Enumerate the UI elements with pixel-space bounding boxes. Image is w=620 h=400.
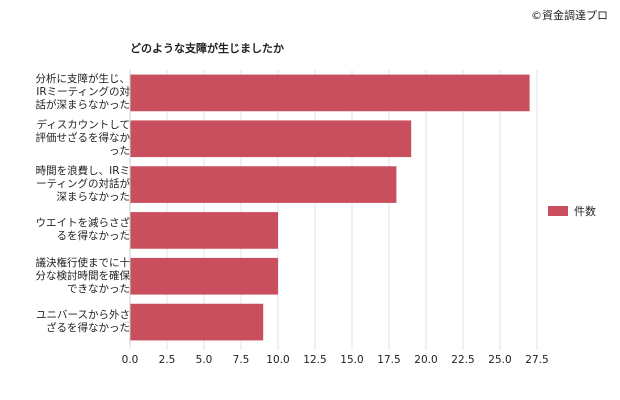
copyright-text: ©資金調達プロ xyxy=(531,9,608,22)
y-category-label: 議決権行使までに十 分な検討時間を確保 できなかった xyxy=(12,256,131,296)
chart-title: どのような支障が生じましたか xyxy=(130,42,284,55)
y-category-label: ウエイトを減らさざ るを得なかった xyxy=(12,217,131,243)
y-category-label-line: ディスカウントして xyxy=(36,119,130,132)
bar xyxy=(130,303,264,341)
x-tick-label: 15.0 xyxy=(340,354,363,366)
legend-label: 件数 xyxy=(574,205,596,218)
y-category-label-line: 話が深まらなかった xyxy=(35,99,131,112)
y-category-label-line: ざるを得なかった xyxy=(46,322,130,335)
y-category-label-line: るを得なかった xyxy=(56,230,131,243)
y-category-label-line: 深まらなかった xyxy=(56,191,131,204)
bar xyxy=(130,166,397,203)
x-tick-label: 27.5 xyxy=(525,354,548,366)
y-category-label: ディスカウントして 評価せざるを得なか った xyxy=(12,119,131,158)
x-tick-label: 10.0 xyxy=(266,354,289,366)
y-category-label-line: IRミーティングの対 xyxy=(36,86,130,99)
legend-swatch xyxy=(548,206,568,216)
y-category-label: ユニバースから外さ ざるを得なかった xyxy=(12,309,130,335)
y-category-label-line: 議決権行使までに十 xyxy=(35,256,131,269)
x-tick-label: 5.0 xyxy=(196,354,213,366)
x-tick-label: 2.5 xyxy=(159,354,176,366)
x-tick-label: 12.5 xyxy=(303,354,326,366)
y-category-label-line: ーティングの対話が xyxy=(36,178,130,191)
y-category-label-line: ユニバースから外さ xyxy=(36,309,130,322)
y-category-label: 分析に支障が生じ、 IRミーティングの対 話が深まらなかった xyxy=(12,73,131,112)
y-category-label-line: できなかった xyxy=(67,282,130,295)
x-tick-label: 17.5 xyxy=(377,354,400,366)
y-category-label-line: ウエイトを減らさざ xyxy=(35,217,131,230)
y-category-label-line: 評価せざるを得なか xyxy=(35,132,131,145)
y-category-label-line: 時間を浪費し、IRミ xyxy=(35,165,130,178)
y-category-label-line: 分析に支障が生じ、 xyxy=(35,73,131,86)
y-category-label-line: った xyxy=(109,145,130,158)
x-tick-label: 7.5 xyxy=(233,354,250,366)
bar xyxy=(130,212,278,249)
y-category-label: 時間を浪費し、IRミ ーティングの対話が 深まらなかった xyxy=(12,165,130,204)
bar xyxy=(130,257,278,295)
legend: 件数 xyxy=(548,203,596,219)
bar xyxy=(130,74,530,112)
x-tick-label: 0.0 xyxy=(122,354,139,366)
x-tick-label: 22.5 xyxy=(451,354,474,366)
x-tick-label: 20.0 xyxy=(414,354,437,366)
bar xyxy=(130,120,412,158)
y-category-label-line: 分な検討時間を確保 xyxy=(35,269,131,282)
x-tick-label: 25.0 xyxy=(488,354,511,366)
